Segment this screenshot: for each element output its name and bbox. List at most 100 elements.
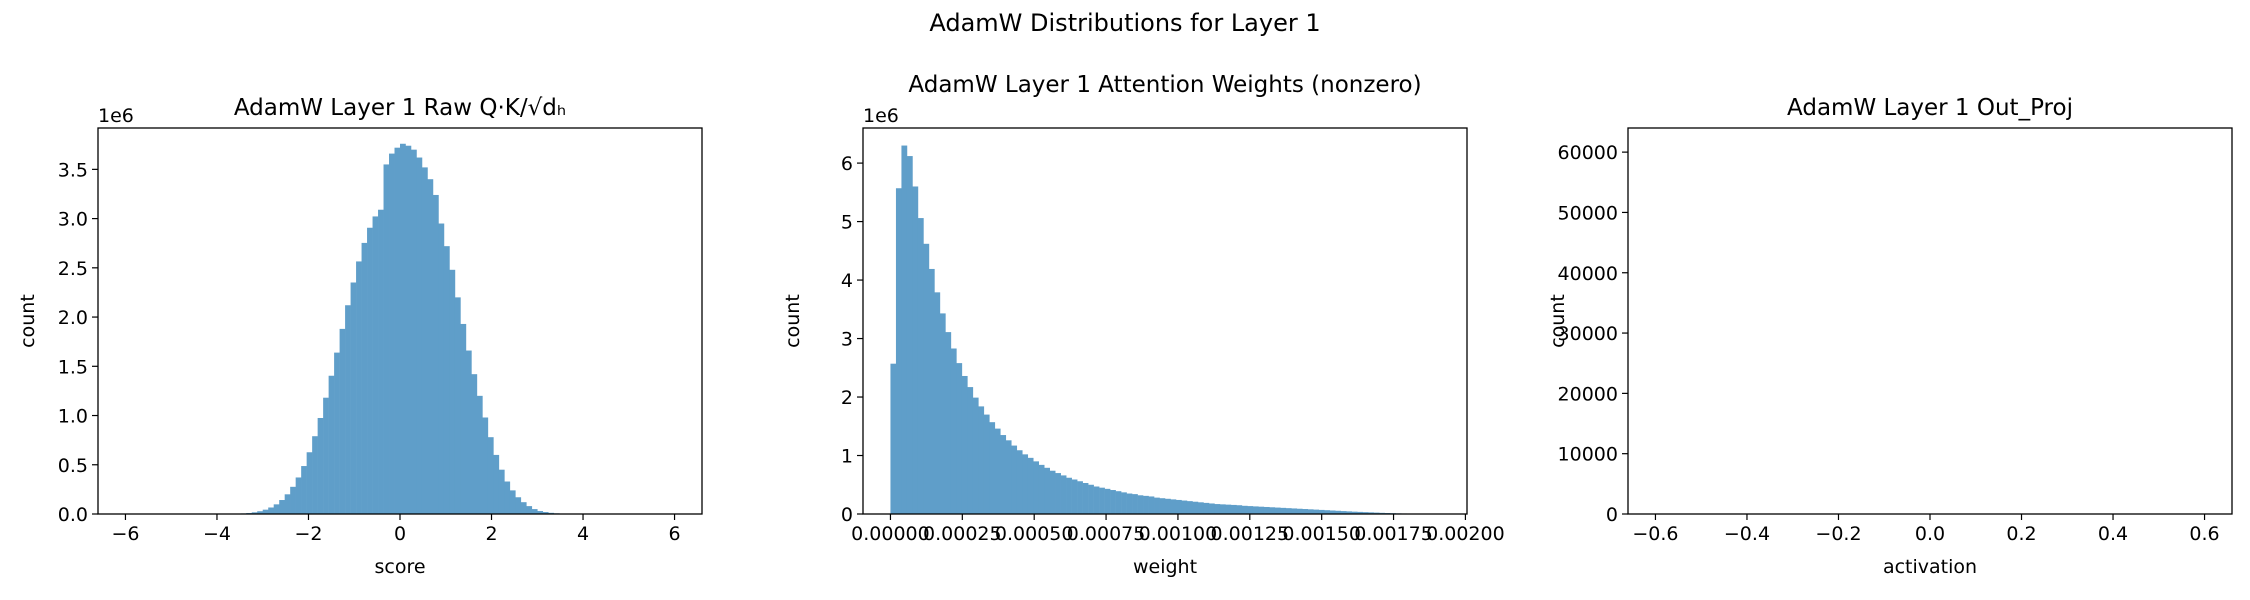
histogram-bar xyxy=(1219,504,1226,514)
y-tick-label: 0.5 xyxy=(58,455,88,477)
histogram-bar xyxy=(1291,508,1298,514)
histogram-bars xyxy=(890,145,1440,515)
histogram-bar xyxy=(416,157,423,515)
histogram-bar xyxy=(509,490,516,514)
histogram-bar xyxy=(961,375,968,514)
histogram-bar xyxy=(890,363,897,514)
x-tick-label: 0.0 xyxy=(1915,523,1945,545)
histogram-bar xyxy=(978,406,985,514)
histogram-bar xyxy=(1137,495,1144,514)
histogram-bar xyxy=(421,167,428,514)
y-tick-label: 20000 xyxy=(1558,383,1618,405)
histogram-bar xyxy=(1044,467,1050,514)
histogram-bar xyxy=(1159,498,1166,514)
x-tick-label: −6 xyxy=(111,523,139,545)
histogram-bar xyxy=(367,227,373,514)
histogram-bar xyxy=(542,512,549,514)
histogram-bar xyxy=(939,313,946,514)
histogram-bar xyxy=(1263,506,1270,514)
histogram-bar xyxy=(1110,490,1116,514)
histogram-bar xyxy=(1027,457,1034,514)
histogram-bar xyxy=(1197,502,1204,514)
histogram-bar xyxy=(257,511,264,514)
histogram-bar xyxy=(537,511,544,514)
axes-frame xyxy=(862,127,1468,515)
histogram-bar xyxy=(1060,475,1067,514)
histogram-bar xyxy=(1154,497,1160,514)
x-tick-label: 0.00175 xyxy=(1354,523,1433,545)
histogram-bar xyxy=(1269,507,1276,514)
histogram-bar xyxy=(427,179,434,514)
histogram-bar xyxy=(1055,473,1061,514)
y-tick-label: 1 xyxy=(841,446,853,468)
x-tick-label: −2 xyxy=(294,523,322,545)
histogram-bar xyxy=(345,305,351,514)
histogram-bar xyxy=(334,352,340,514)
histogram-bar xyxy=(1088,484,1094,514)
histogram-bar xyxy=(1071,479,1078,514)
histogram-bar xyxy=(895,188,902,515)
histogram-bar xyxy=(1296,508,1303,514)
histogram-bar xyxy=(1230,504,1237,514)
x-axis-label: activation xyxy=(1883,556,1977,578)
histogram-bar xyxy=(1186,501,1193,514)
histogram-bar xyxy=(498,469,505,514)
histogram-bar xyxy=(383,164,390,514)
histogram-bar xyxy=(1258,506,1265,514)
histogram-bar xyxy=(1005,440,1012,514)
x-tick-label: 4 xyxy=(577,523,589,545)
histogram-bar xyxy=(520,502,527,514)
histogram-bar xyxy=(1362,512,1369,514)
histogram-bar xyxy=(410,149,417,514)
histogram-bar xyxy=(972,397,979,514)
histogram-bar xyxy=(1357,511,1363,514)
x-tick-label: 0.00025 xyxy=(923,523,1002,545)
chart-panel-3: −0.6 −0.4 −0.2 0.0 0.2 0.4 0.6 0 10000 20000 30000… xyxy=(1547,95,2233,578)
histogram-bar xyxy=(328,375,335,514)
histogram-bar xyxy=(956,363,963,514)
histogram-bar xyxy=(1203,502,1210,514)
histogram-bar xyxy=(989,422,996,514)
histogram-bar xyxy=(526,506,533,514)
y-offset-text: 1e6 xyxy=(863,105,899,127)
histogram-bar xyxy=(476,395,483,514)
histogram-bar xyxy=(361,242,368,514)
y-offset-text: 1e6 xyxy=(98,105,134,127)
histogram-bar xyxy=(1126,493,1133,514)
y-axis-label: count xyxy=(1547,294,1569,348)
histogram-bar xyxy=(454,297,461,514)
histogram-bar xyxy=(1318,509,1325,514)
x-tick-label: 6 xyxy=(668,523,680,545)
x-tick-label: 2 xyxy=(485,523,497,545)
histogram-bar xyxy=(912,186,919,515)
chart-panel-2: 0.000000.000250.000500.000750.001000.001… xyxy=(782,72,1505,578)
histogram-bar xyxy=(301,466,307,514)
histogram-bar xyxy=(1340,511,1347,514)
figure-suptitle: AdamW Distributions for Layer 1 xyxy=(929,9,1320,37)
y-tick-label: 1.0 xyxy=(58,406,88,428)
x-tick-label: −4 xyxy=(203,523,231,545)
x-tick-label: −0.6 xyxy=(1632,523,1678,545)
histogram-bar xyxy=(449,269,456,514)
histogram-bar xyxy=(1324,510,1331,514)
histogram-bar xyxy=(317,417,324,514)
histogram-bar xyxy=(460,323,467,514)
x-tick-label: 0.4 xyxy=(2098,523,2128,545)
histogram-bar xyxy=(1373,512,1380,514)
histogram-bar xyxy=(389,153,395,514)
x-tick-label: −0.4 xyxy=(1724,523,1770,545)
histogram-bar xyxy=(432,194,439,514)
histogram-bar xyxy=(1033,461,1040,514)
histogram-bar xyxy=(994,428,1001,514)
histogram-bar xyxy=(1247,506,1254,514)
y-tick-label: 6 xyxy=(841,153,853,175)
histogram-bar xyxy=(1335,510,1342,514)
histogram-bar xyxy=(356,261,362,514)
y-tick-label: 3.5 xyxy=(58,159,88,181)
histogram-bar xyxy=(279,500,285,514)
x-tick-label: −0.2 xyxy=(1815,523,1861,545)
histogram-bar xyxy=(1351,511,1358,514)
histogram-bar xyxy=(443,246,450,514)
y-tick-label: 30000 xyxy=(1558,323,1618,345)
y-axis-label: count xyxy=(17,294,39,348)
